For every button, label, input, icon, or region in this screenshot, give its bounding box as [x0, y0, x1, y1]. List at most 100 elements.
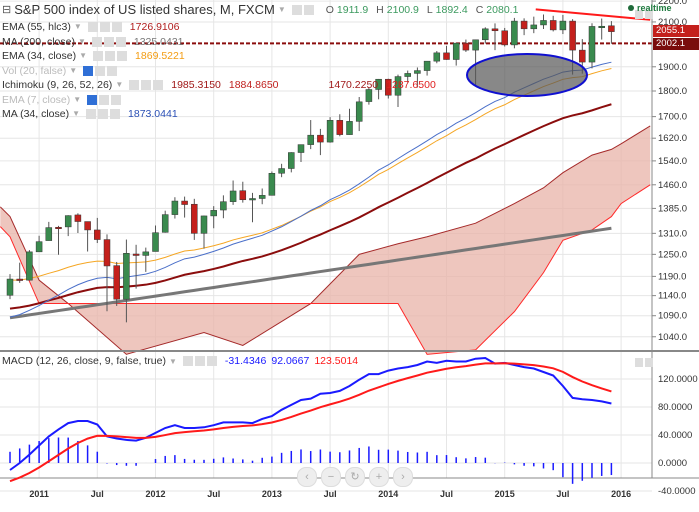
- candle: [307, 120, 314, 150]
- eye-off-icon[interactable]: [83, 65, 94, 76]
- close-icon[interactable]: [115, 36, 126, 47]
- low-value: 1892.4: [435, 4, 468, 16]
- candle-body: [278, 168, 285, 174]
- eye-off-icon[interactable]: [87, 94, 98, 105]
- indicator-label[interactable]: EMA (7, close): [2, 93, 71, 106]
- zoom-in-button[interactable]: +: [369, 467, 389, 487]
- chevron-down-icon[interactable]: ▼: [168, 356, 177, 366]
- candle: [385, 78, 392, 99]
- indicator-ma34[interactable]: MA (34, close) ▼ 1873.0441: [2, 107, 523, 122]
- candle-body: [307, 134, 314, 145]
- gear-icon[interactable]: [99, 94, 110, 105]
- scale-button[interactable]: [635, 358, 643, 367]
- chevron-down-icon[interactable]: ▼: [77, 36, 86, 46]
- indicator-ema34[interactable]: EMA (34, close) ▼ 1869.5221: [2, 49, 523, 64]
- candle-body: [220, 201, 227, 211]
- close-icon[interactable]: [117, 51, 128, 62]
- candle-body: [103, 239, 111, 267]
- macd-label[interactable]: MACD (12, 26, close, 9, false, true): [2, 355, 166, 367]
- eye-icon[interactable]: [291, 5, 302, 15]
- indicator-label[interactable]: Vol (20, false): [2, 64, 67, 77]
- price-tick-label: 1900.0: [658, 62, 687, 73]
- macd-tick-label: 40.0000: [658, 430, 692, 441]
- candle-body: [288, 152, 295, 169]
- indicator-ichimoku[interactable]: Ichimoku (9, 26, 52, 26) ▼ 1985.3150 1884.8…: [2, 78, 523, 93]
- candle-body: [375, 78, 382, 90]
- close-icon[interactable]: [206, 356, 217, 366]
- close-icon[interactable]: [111, 94, 122, 105]
- indicator-label[interactable]: EMA (34, close): [2, 50, 77, 62]
- chevron-down-icon[interactable]: ▼: [115, 80, 124, 89]
- scale-button[interactable]: [645, 358, 653, 367]
- eye-icon[interactable]: [87, 22, 98, 33]
- close-icon[interactable]: [111, 22, 122, 33]
- eye-icon[interactable]: [129, 80, 140, 91]
- gear-icon[interactable]: [98, 109, 109, 120]
- candle-body: [94, 229, 101, 240]
- candle: [229, 180, 237, 205]
- candle-body: [142, 251, 150, 256]
- high-label: H: [376, 4, 384, 16]
- last-price-tag: 2055.1: [653, 25, 699, 37]
- eye-icon[interactable]: [182, 356, 193, 366]
- collapse-icon[interactable]: ⊟: [2, 4, 12, 16]
- gear-icon[interactable]: [303, 5, 314, 15]
- candle-body: [6, 278, 14, 296]
- candle-body: [404, 73, 411, 77]
- indicator-label[interactable]: Ichimoku (9, 26, 52, 26): [2, 79, 113, 91]
- candle: [84, 221, 91, 252]
- scale-button[interactable]: [645, 10, 653, 19]
- price-tick-label: 1385.0: [658, 203, 687, 214]
- candle-body: [258, 195, 266, 199]
- candle: [268, 171, 276, 196]
- gear-icon[interactable]: [95, 65, 106, 76]
- eye-icon[interactable]: [93, 51, 104, 62]
- chevron-down-icon[interactable]: ▼: [72, 109, 81, 118]
- candle: [355, 97, 363, 132]
- candle: [530, 16, 538, 34]
- indicator-label[interactable]: EMA (55, hlc3): [2, 21, 71, 33]
- gear-icon[interactable]: [99, 22, 110, 33]
- symbol-title[interactable]: S&P 500 index of US listed shares, M, FX…: [14, 2, 275, 17]
- indicator-vol[interactable]: Vol (20, false) ▼: [2, 64, 523, 79]
- candle: [452, 42, 460, 66]
- candle: [64, 215, 72, 237]
- zoom-out-button[interactable]: −: [321, 467, 341, 487]
- indicator-ema55[interactable]: EMA (55, hlc3) ▼ 1726.9106: [2, 20, 523, 35]
- gear-icon[interactable]: [194, 356, 205, 366]
- indicator-ma200[interactable]: MA (200, close) ▼ 1325.0431: [2, 35, 523, 50]
- open-value: 1911.9: [336, 4, 369, 16]
- candle: [317, 128, 324, 156]
- indicator-ema7[interactable]: EMA (7, close) ▼: [2, 93, 523, 108]
- indicator-label[interactable]: MA (200, close): [2, 35, 75, 48]
- candle: [142, 247, 150, 272]
- gear-icon[interactable]: [141, 80, 152, 91]
- reset-button[interactable]: ↻: [345, 467, 365, 487]
- chevron-down-icon[interactable]: ▼: [277, 5, 286, 14]
- open-label: O: [325, 4, 334, 16]
- close-icon[interactable]: [107, 65, 118, 76]
- indicator-label[interactable]: MA (34, close): [2, 108, 70, 120]
- scroll-right-button[interactable]: ›: [393, 467, 413, 487]
- candle: [443, 45, 450, 60]
- chevron-down-icon[interactable]: ▼: [69, 65, 78, 75]
- price-tick-label: 1140.0: [658, 291, 686, 302]
- candle: [200, 215, 208, 249]
- scale-button[interactable]: [635, 10, 643, 19]
- chevron-down-icon[interactable]: ▼: [79, 51, 88, 60]
- chevron-down-icon[interactable]: ▼: [73, 22, 82, 31]
- gear-icon[interactable]: [103, 36, 114, 47]
- close-icon[interactable]: [153, 80, 164, 91]
- eye-icon[interactable]: [91, 36, 102, 47]
- line-price-tag: 2002.1: [653, 38, 699, 50]
- gear-icon[interactable]: [105, 51, 116, 62]
- macd-tick-label: 120.0000: [658, 374, 698, 385]
- chevron-down-icon[interactable]: ▼: [73, 94, 82, 104]
- candle-body: [462, 42, 470, 51]
- close-icon[interactable]: [110, 109, 121, 120]
- scroll-left-button[interactable]: ‹: [297, 467, 317, 487]
- eye-icon[interactable]: [86, 109, 97, 120]
- macd-hist-value: -31.4346: [224, 355, 267, 367]
- time-tick-label: Jul: [91, 489, 104, 499]
